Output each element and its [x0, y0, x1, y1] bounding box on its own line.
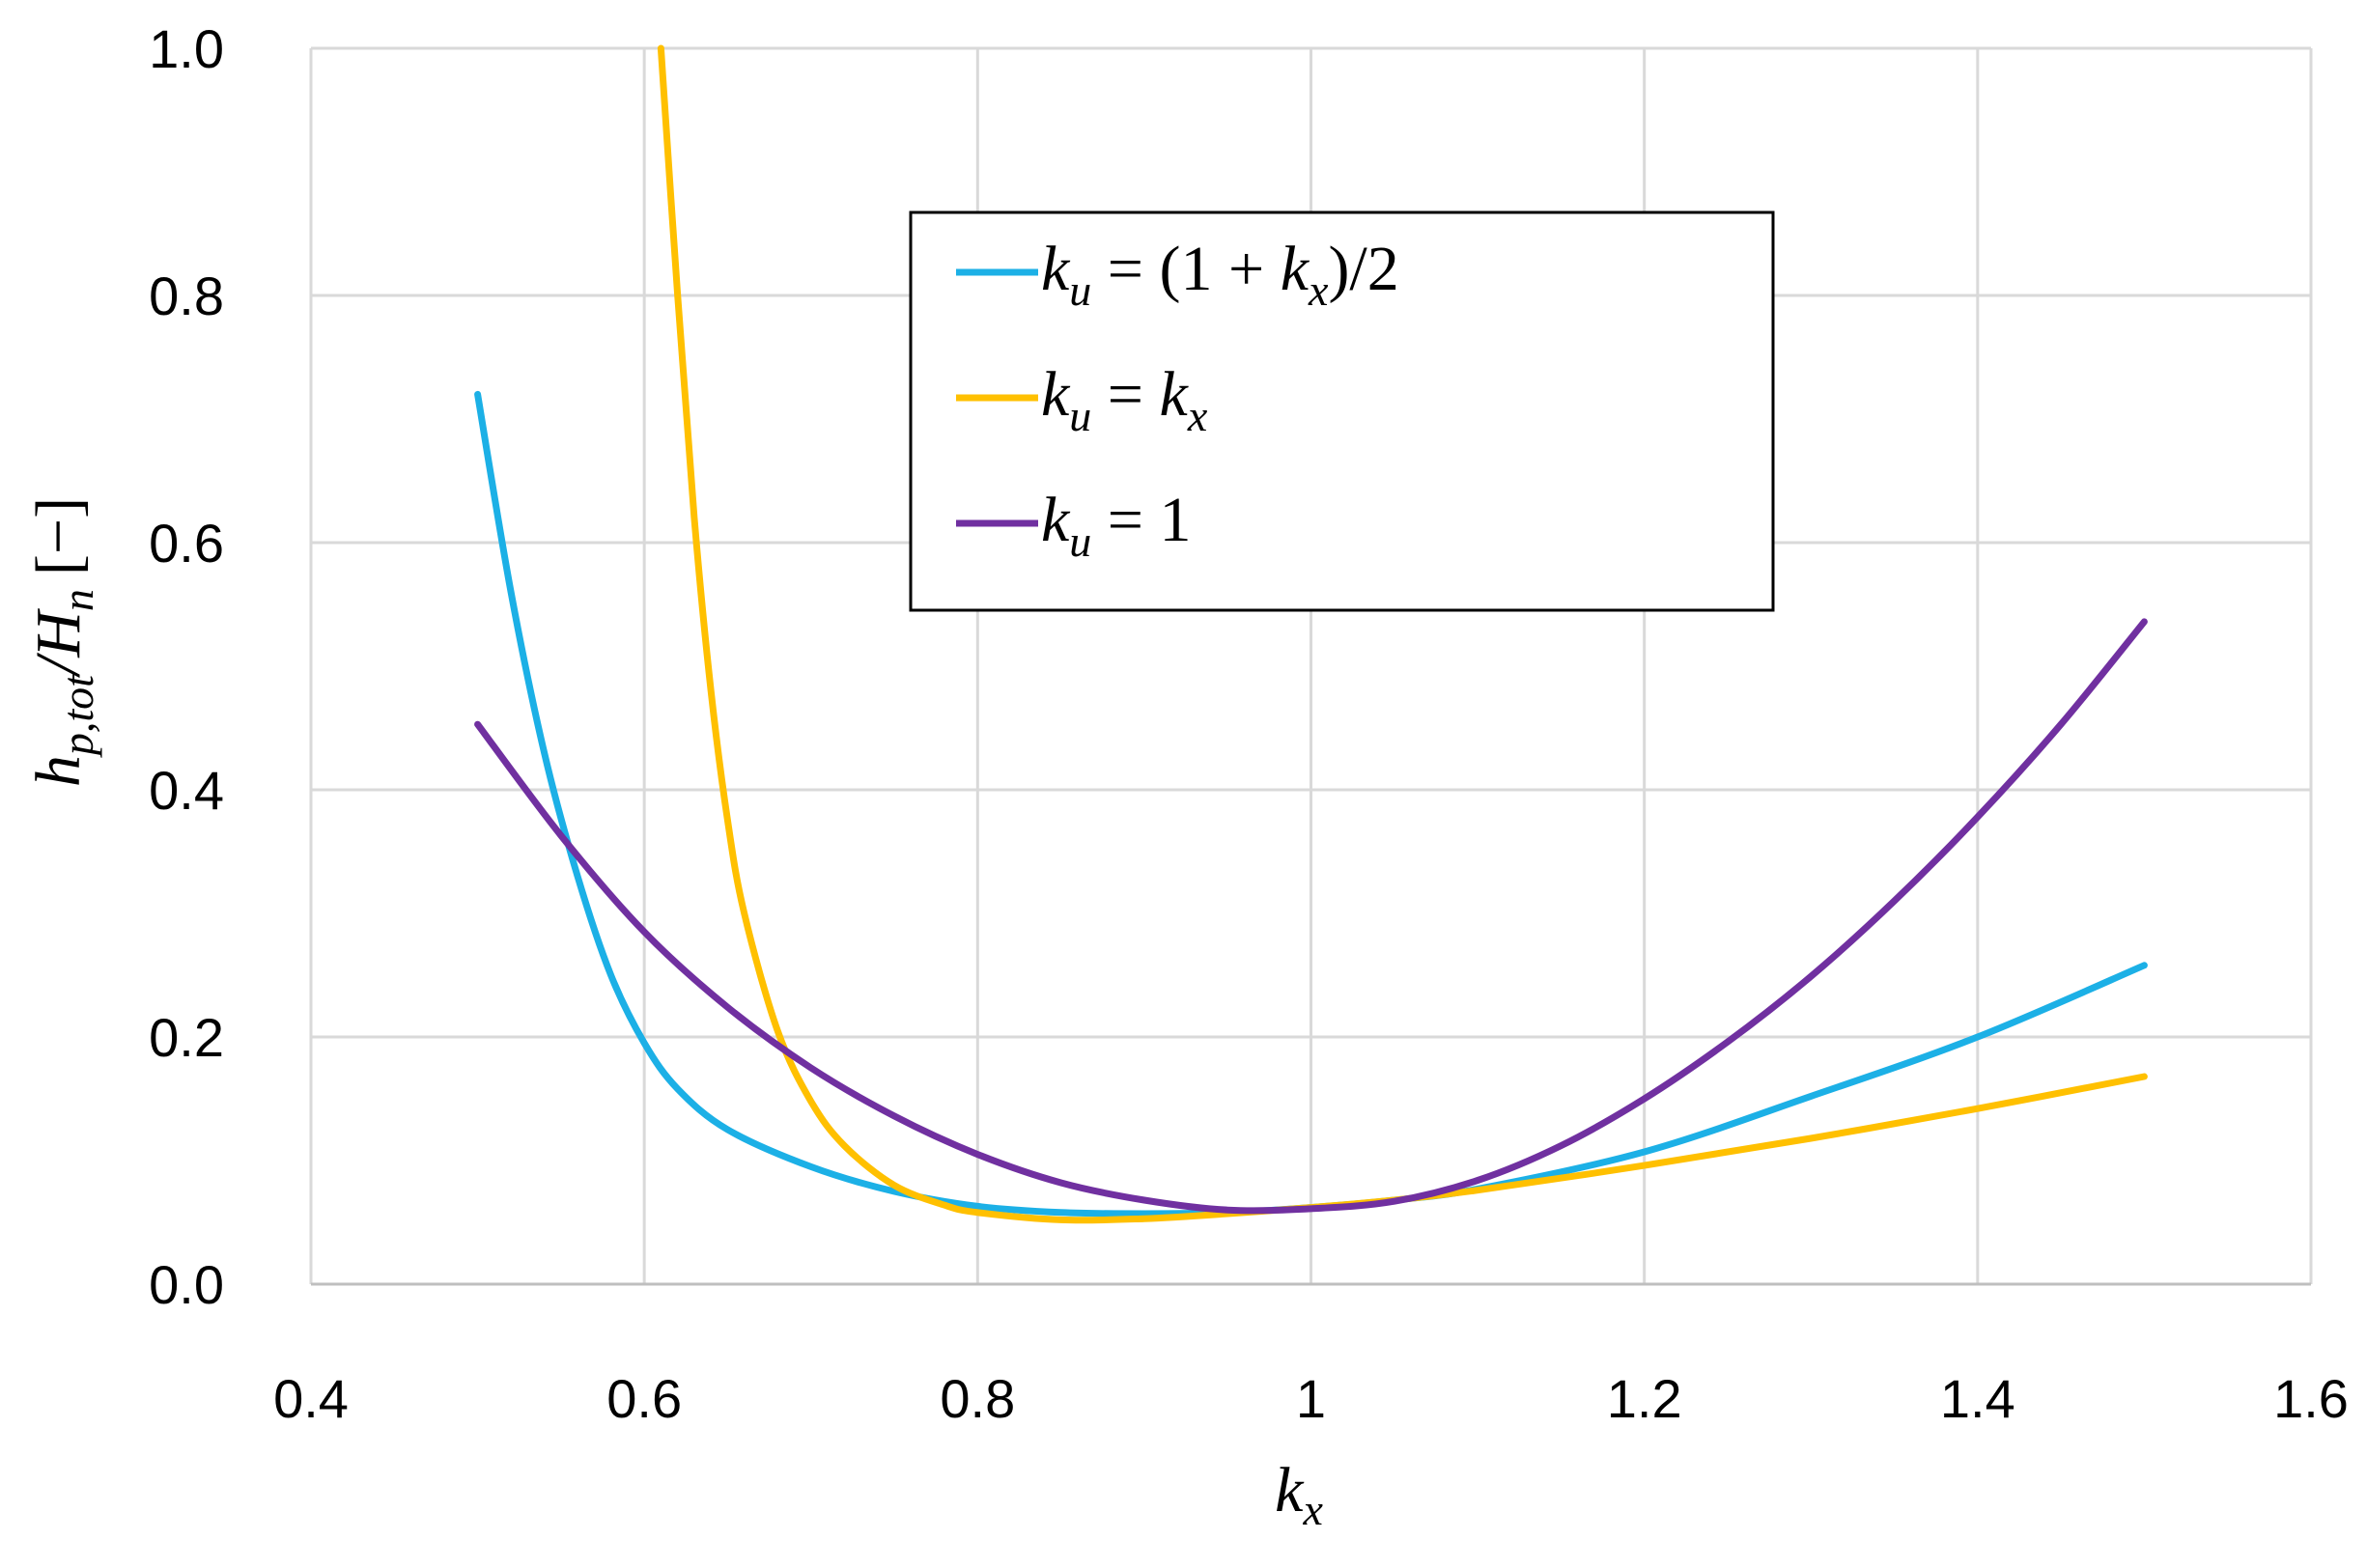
y-axis-title-sub2: n — [53, 589, 102, 611]
y-tick-label: 0.2 — [149, 1007, 224, 1068]
series-line-2 — [474, 618, 2148, 1215]
x-tick-label: 1.2 — [1607, 1368, 1682, 1429]
x-tick-labels: 0.4 0.6 0.8 1 1.2 1.4 1.6 — [273, 1368, 2349, 1429]
x-tick-label: 1.4 — [1940, 1368, 2015, 1429]
x-axis-title-base: k — [1275, 1455, 1305, 1526]
x-axis-title-sub: x — [1302, 1485, 1323, 1534]
grid — [309, 46, 2313, 1286]
x-tick-label: 1 — [1296, 1368, 1326, 1429]
legend-label-0: ku = (1 + kx)/2 — [1041, 234, 1399, 315]
x-tick-label: 0.6 — [606, 1368, 682, 1429]
legend-box — [909, 210, 1775, 612]
y-tick-label: 1.0 — [149, 18, 224, 79]
x-tick-label: 0.8 — [940, 1368, 1015, 1429]
x-tick-label: 1.6 — [2273, 1368, 2349, 1429]
y-axis-title-base: h — [23, 755, 94, 787]
y-tick-label: 0.8 — [149, 266, 224, 326]
x-axis-title: kx — [1275, 1455, 1323, 1534]
y-tick-labels: 0.0 0.2 0.4 0.6 0.8 1.0 — [149, 18, 224, 1315]
series-line-1 — [657, 44, 2148, 1224]
legend-label-2: ku = 1 — [1041, 485, 1192, 566]
legend-label-1: ku = kx — [1041, 359, 1208, 440]
legend: ku = (1 + kx)/2 ku = kx ku = 1 — [909, 210, 1775, 612]
y-tick-label: 0.4 — [149, 760, 224, 821]
legend-items: ku = (1 + kx)/2 ku = kx ku = 1 — [956, 234, 1399, 566]
y-axis-title-unit: [−] — [23, 497, 94, 575]
y-tick-label: 0.6 — [149, 513, 224, 574]
y-tick-label: 0.0 — [149, 1254, 224, 1315]
y-axis-title-sub1: p,tot — [53, 674, 102, 758]
x-tick-label: 0.4 — [273, 1368, 349, 1429]
y-axis-title-base2: H — [23, 608, 94, 658]
y-axis-title: hp,tot/Hn[−] — [23, 497, 102, 787]
series-lines — [474, 44, 2148, 1224]
series-line-0 — [474, 390, 2148, 1218]
